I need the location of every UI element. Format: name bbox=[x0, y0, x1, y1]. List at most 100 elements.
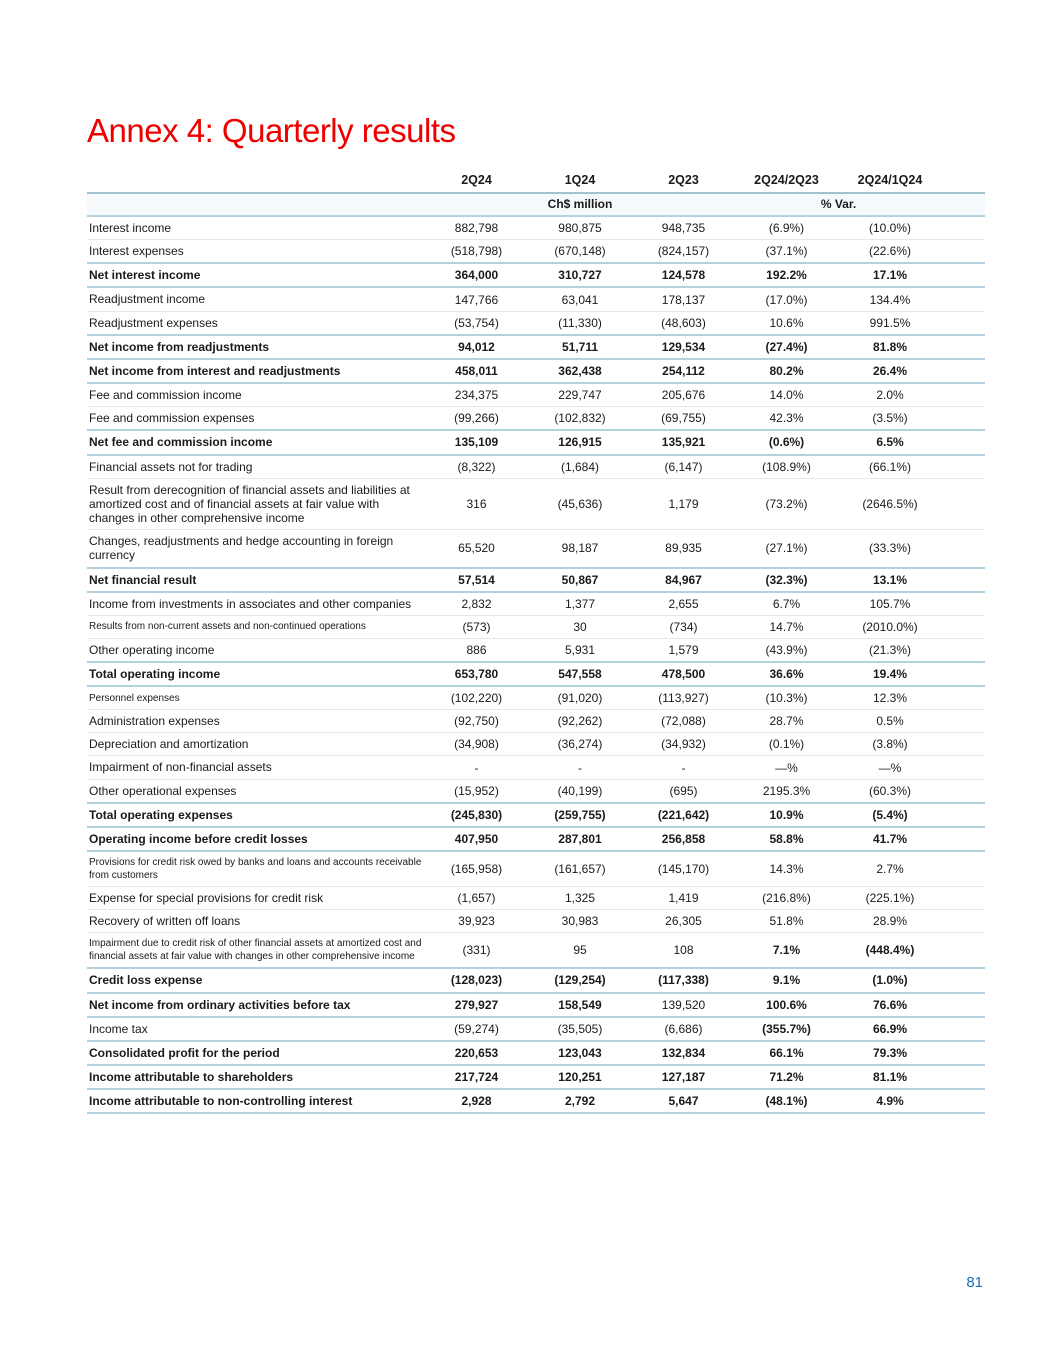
row-label: Results from non-current assets and non-… bbox=[89, 621, 366, 633]
row-spacer bbox=[942, 287, 985, 311]
row-label: Other operational expenses bbox=[89, 783, 237, 798]
row-label: Expense for special provisions for credi… bbox=[89, 891, 324, 906]
cell-value: 310,727 bbox=[558, 268, 602, 283]
cell-value: 458,011 bbox=[455, 364, 498, 379]
cell-value: 100.6% bbox=[766, 997, 807, 1012]
cell-value: (10.0%) bbox=[868, 221, 912, 236]
cell-value: (0.6%) bbox=[768, 435, 805, 450]
cell-value: 80.2% bbox=[769, 364, 804, 379]
cell-value: (34,908) bbox=[454, 737, 499, 752]
cell-value: 57,514 bbox=[458, 572, 495, 587]
cell-value: (108.9%) bbox=[762, 459, 811, 474]
cell-value: 98,187 bbox=[561, 541, 599, 556]
unit-row-empty bbox=[87, 193, 425, 216]
cell-value: 36.6% bbox=[769, 667, 804, 682]
cell-value: 63,041 bbox=[561, 292, 599, 307]
cell-value: 95 bbox=[573, 943, 587, 958]
row-label: Income attributable to shareholders bbox=[89, 1070, 294, 1084]
row-spacer bbox=[942, 383, 985, 407]
row-spacer bbox=[942, 216, 985, 240]
cell-value: 2,792 bbox=[564, 1094, 596, 1109]
table-row: Net interest income 364,000 310,727 124,578… bbox=[87, 263, 985, 288]
row-label: Impairment due to credit risk of other f… bbox=[89, 938, 422, 963]
row-label: Financial assets not for trading bbox=[89, 459, 253, 474]
cell-value: 158,549 bbox=[558, 997, 602, 1012]
cell-value: 1,377 bbox=[564, 596, 596, 611]
cell-value: (45,636) bbox=[557, 496, 603, 511]
cell-value: 147,766 bbox=[454, 292, 499, 307]
cell-value: (48.1%) bbox=[765, 1094, 808, 1109]
cell-value: 14.0% bbox=[769, 388, 804, 403]
cell-value: (245,830) bbox=[450, 807, 503, 822]
row-spacer bbox=[942, 311, 985, 335]
cell-value: (59,274) bbox=[454, 1021, 499, 1036]
cell-value: (165,958) bbox=[450, 862, 503, 877]
table-row: Net fee and commission income 135,109 126,… bbox=[87, 430, 985, 455]
cell-value: (27.4%) bbox=[765, 339, 808, 354]
cell-value: (6.9%) bbox=[768, 221, 805, 236]
cell-value: 30,983 bbox=[561, 914, 599, 929]
table-row: Net income from interest and readjustmen… bbox=[87, 358, 985, 384]
cell-value: 7.1% bbox=[772, 943, 801, 958]
row-label: Net financial result bbox=[89, 572, 197, 587]
column-header-2q23: 2Q23 bbox=[668, 173, 699, 187]
cell-value: —% bbox=[775, 760, 798, 775]
row-spacer bbox=[942, 359, 985, 383]
cell-value: 135,109 bbox=[454, 435, 499, 450]
cell-value: 14.3% bbox=[769, 862, 804, 877]
cell-value: (17.0%) bbox=[765, 292, 808, 307]
row-label: Total operating income bbox=[89, 666, 221, 681]
cell-value: 76.6% bbox=[872, 997, 908, 1012]
cell-value: (5.4%) bbox=[872, 807, 908, 822]
table-row: Total operating expenses (245,830) (259,75… bbox=[87, 802, 985, 827]
row-spacer bbox=[942, 827, 985, 851]
cell-value: 217,724 bbox=[454, 1070, 499, 1085]
cell-value: 2.7% bbox=[876, 862, 904, 877]
row-spacer bbox=[942, 592, 985, 616]
cell-value: (670,148) bbox=[554, 244, 606, 259]
table-row: Results from non-current assets and non-… bbox=[87, 615, 985, 639]
cell-value: 66.1% bbox=[769, 1045, 804, 1060]
cell-value: 42.3% bbox=[769, 411, 804, 426]
cell-value: 234,375 bbox=[454, 388, 499, 403]
cell-value: (15,952) bbox=[454, 783, 499, 798]
cell-value: 6.5% bbox=[876, 435, 904, 450]
cell-value: 124,578 bbox=[661, 268, 706, 283]
table-row: Personnel expenses (102,220) (91,020) (113,… bbox=[87, 686, 985, 710]
cell-value: (221,642) bbox=[657, 807, 710, 822]
cell-value: 2195.3% bbox=[762, 783, 811, 798]
cell-value: 478,500 bbox=[661, 667, 706, 682]
table-row: Depreciation and amortization (34,908) (36… bbox=[87, 733, 985, 756]
cell-value: 41.7% bbox=[872, 831, 908, 846]
cell-value: 882,798 bbox=[454, 221, 499, 236]
cell-value: (27.1%) bbox=[765, 541, 808, 556]
cell-value: 127,187 bbox=[661, 1070, 706, 1085]
row-label: Income tax bbox=[89, 1021, 148, 1036]
table-header: 2Q24 1Q24 2Q23 2Q24/2Q23 2Q24/1Q24 Ch$ m… bbox=[87, 170, 985, 216]
row-spacer bbox=[942, 756, 985, 779]
cell-value: (734) bbox=[669, 619, 698, 634]
cell-value: - bbox=[681, 760, 686, 775]
table-row: Net income from ordinary activities befo… bbox=[87, 992, 985, 1017]
row-spacer bbox=[942, 1041, 985, 1065]
cell-value: 12.3% bbox=[872, 691, 908, 706]
cell-value: 5,931 bbox=[564, 642, 596, 657]
row-spacer bbox=[942, 430, 985, 454]
cell-value: 362,438 bbox=[558, 364, 602, 379]
cell-value: (117,338) bbox=[658, 973, 709, 988]
label-column-header bbox=[87, 170, 425, 193]
cell-value: 132,834 bbox=[661, 1045, 706, 1060]
cell-value: 10.6% bbox=[769, 315, 804, 330]
cell-value: (1.0%) bbox=[872, 973, 908, 988]
row-label: Provisions for credit risk owed by banks… bbox=[89, 857, 422, 882]
cell-value: 6.7% bbox=[772, 596, 801, 611]
table-row: Interest expenses (518,798) (670,148) (824,… bbox=[87, 240, 985, 264]
cell-value: 51,711 bbox=[561, 339, 599, 354]
cell-value: 89,935 bbox=[665, 541, 702, 556]
cell-value: 50,867 bbox=[561, 572, 599, 587]
cell-value: 980,875 bbox=[558, 221, 602, 236]
table-body: Interest income 882,798 980,875 948,735 (6.9… bbox=[87, 216, 985, 1114]
cell-value: 84,967 bbox=[665, 572, 702, 587]
cell-value: (355.7%) bbox=[762, 1021, 811, 1036]
